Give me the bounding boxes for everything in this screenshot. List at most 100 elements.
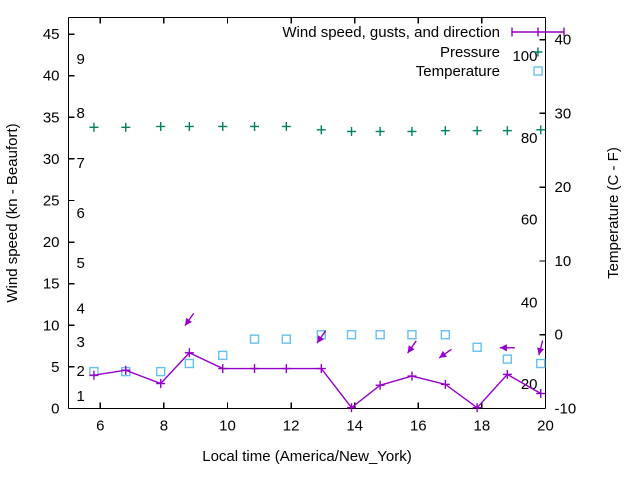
temperature-point bbox=[472, 342, 482, 352]
wind-speed-point bbox=[502, 369, 512, 379]
temperature-point bbox=[407, 330, 417, 340]
wind-direction-arrow bbox=[407, 340, 417, 354]
wind-direction-arrow bbox=[438, 348, 452, 359]
wind-direction-arrow bbox=[537, 340, 545, 356]
plot-frame bbox=[67, 16, 547, 410]
wind-speed-point bbox=[121, 365, 131, 375]
wind-speed-point bbox=[375, 380, 385, 390]
pressure-point bbox=[407, 126, 417, 136]
x-tick-label: 10 bbox=[219, 418, 236, 435]
y-tick-label-left: 20 bbox=[43, 234, 60, 251]
y-tick-label-left: 30 bbox=[43, 151, 60, 168]
x-tick-label: 18 bbox=[474, 418, 491, 435]
wind-speed-point bbox=[316, 364, 326, 374]
wind-speed-point bbox=[536, 389, 546, 399]
pressure-point bbox=[347, 126, 357, 136]
y-axis-right-ticks: -10 0 10 20 30 40 bbox=[539, 32, 577, 418]
legend-key-temperature bbox=[533, 66, 543, 76]
fahrenheit-label: 80 bbox=[521, 130, 538, 147]
pressure-point bbox=[218, 121, 228, 131]
fahrenheit-label: 100 bbox=[512, 48, 537, 65]
pressure-point bbox=[121, 122, 131, 132]
y-tick-label-right: 20 bbox=[555, 179, 572, 196]
wind-speed-point bbox=[407, 371, 417, 381]
x-tick-label: 12 bbox=[283, 418, 300, 435]
temperature-point bbox=[502, 354, 513, 364]
pressure-point bbox=[89, 122, 99, 132]
x-axis-label: Local time (America/New_York) bbox=[202, 448, 412, 465]
pressure-point bbox=[536, 125, 546, 135]
legend-label-0: Wind speed, gusts, and direction bbox=[282, 24, 500, 41]
y-tick-label-left: 5 bbox=[51, 359, 59, 376]
y-tick-label-right: 0 bbox=[555, 327, 563, 344]
temperature-point bbox=[218, 350, 228, 361]
pressure-point bbox=[502, 126, 512, 136]
wind-speed-point bbox=[250, 364, 260, 374]
wind-direction-arrow bbox=[184, 312, 195, 327]
temperature-point bbox=[281, 334, 292, 344]
beaufort-label: 1 bbox=[77, 388, 85, 405]
pressure-point bbox=[316, 125, 326, 135]
series-temperature bbox=[89, 330, 546, 377]
y-tick-label-left: 25 bbox=[43, 193, 60, 210]
y-tick-label-left: 40 bbox=[43, 68, 60, 85]
beaufort-label: 9 bbox=[77, 51, 85, 68]
y-tick-label-left: 35 bbox=[43, 109, 60, 126]
legend-key-wind bbox=[511, 27, 565, 37]
x-tick-label: 20 bbox=[537, 418, 554, 435]
y-axis-left-ticks: 0 5 10 15 20 25 30 35 40 45 bbox=[43, 26, 75, 418]
y-tick-label-left: 10 bbox=[43, 317, 60, 334]
wind-speed-point bbox=[184, 348, 194, 358]
temperature-point bbox=[440, 330, 451, 340]
pressure-point bbox=[156, 121, 166, 131]
y-tick-label-right: 40 bbox=[555, 32, 572, 49]
legend-label-2: Temperature bbox=[416, 63, 500, 80]
temperature-point bbox=[346, 330, 357, 340]
wind-speed-point bbox=[218, 364, 228, 374]
series-wind-speed bbox=[89, 348, 546, 413]
wind-speed-point bbox=[281, 364, 291, 374]
beaufort-label: 6 bbox=[77, 205, 85, 222]
legend-key-pressure bbox=[533, 47, 543, 57]
beaufort-label: 5 bbox=[77, 255, 85, 272]
y-tick-label-left: 0 bbox=[51, 401, 59, 418]
y-tick-label-right: 10 bbox=[555, 253, 572, 270]
temperature-point bbox=[536, 358, 546, 369]
beaufort-label: 8 bbox=[77, 105, 85, 122]
pressure-point bbox=[472, 126, 482, 136]
x-tick-label: 14 bbox=[346, 418, 363, 435]
y-tick-label-left: 45 bbox=[43, 26, 60, 43]
x-axis-top-ticks bbox=[99, 17, 547, 24]
x-axis-ticks: 6 8 10 12 14 16 18 20 bbox=[96, 402, 554, 435]
wind-direction-arrow bbox=[499, 344, 515, 352]
pressure-point bbox=[184, 121, 194, 131]
wind-speed-point bbox=[347, 403, 357, 413]
wind-direction-arrows bbox=[184, 312, 545, 359]
beaufort-label: 7 bbox=[77, 155, 85, 172]
pressure-point bbox=[440, 126, 450, 136]
series-pressure bbox=[89, 121, 546, 136]
y-tick-label-right: 30 bbox=[555, 105, 572, 122]
pressure-point bbox=[375, 126, 385, 136]
fahrenheit-label: 60 bbox=[521, 212, 538, 229]
pressure-point bbox=[250, 121, 260, 131]
beaufort-label: 4 bbox=[77, 301, 85, 318]
chart-legend: Wind speed, gusts, and direction Pressure… bbox=[282, 24, 565, 80]
fahrenheit-label: 40 bbox=[521, 294, 538, 311]
wind-speed-point bbox=[89, 370, 99, 380]
y-axis-left-label: Wind speed (kn - Beaufort) bbox=[4, 123, 21, 302]
y-tick-label-right: -10 bbox=[555, 401, 577, 418]
wind-speed-point bbox=[472, 403, 482, 413]
y-tick-label-left: 15 bbox=[43, 276, 60, 293]
beaufort-label: 2 bbox=[77, 363, 85, 380]
temperature-point bbox=[184, 358, 195, 369]
beaufort-label: 3 bbox=[77, 334, 85, 351]
temperature-point bbox=[249, 334, 260, 344]
pressure-point bbox=[281, 121, 291, 131]
y-axis-right-label: Temperature (C - F) bbox=[605, 147, 622, 279]
legend-label-1: Pressure bbox=[440, 44, 500, 61]
x-tick-label: 16 bbox=[410, 418, 427, 435]
